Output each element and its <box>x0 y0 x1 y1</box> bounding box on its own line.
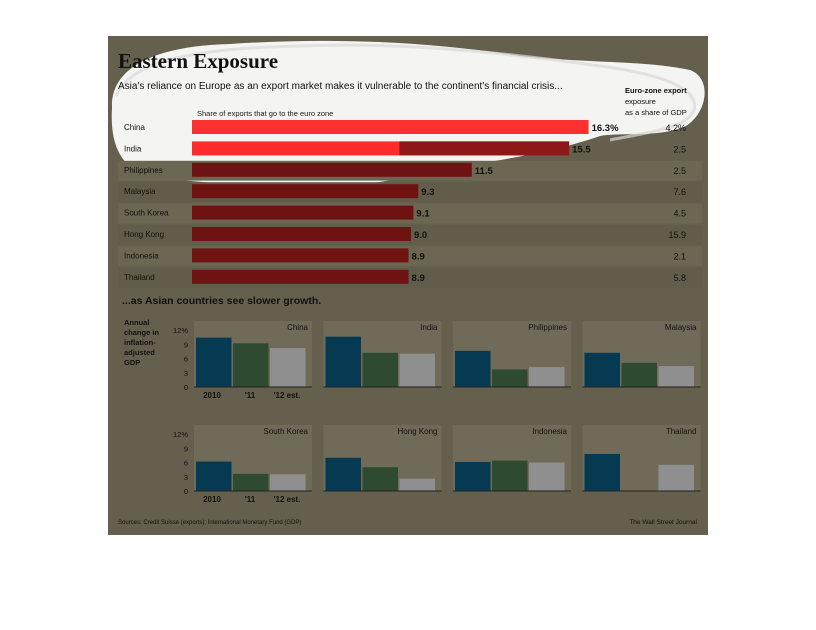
gdp-growth-bar <box>621 362 657 387</box>
export-share-bar <box>192 162 472 177</box>
highlight-halo-stroke <box>114 43 697 142</box>
y-tick-label: 6 <box>184 355 188 364</box>
panel-title: Thailand <box>666 427 697 436</box>
export-share-bar <box>192 120 589 134</box>
gdp-exposure-value: 4.5 <box>673 209 686 219</box>
value-label: 8.9 <box>412 273 425 284</box>
gdp-column-header-2: exposure <box>625 97 656 106</box>
gdp-growth-bar <box>658 464 694 491</box>
panel-title: South Korea <box>264 427 309 436</box>
panel-title: Malaysia <box>665 323 697 332</box>
gdp-growth-bar <box>658 366 694 387</box>
x-category-label: '12 est. <box>274 495 301 504</box>
category-label: Indonesia <box>124 251 159 260</box>
y-tick-label: 0 <box>184 383 188 392</box>
category-label: China <box>124 123 145 132</box>
export-share-bar <box>192 227 411 241</box>
gdp-exposure-value: 2.1 <box>673 251 686 261</box>
gdp-growth-bar <box>196 337 232 387</box>
category-label: South Korea <box>124 209 169 218</box>
source-note: Sources: Credit Suisse (exports); Intern… <box>118 520 301 526</box>
gdp-column-header-3: as a share of GDP <box>625 108 687 117</box>
y-tick-label: 0 <box>184 487 188 496</box>
gdp-growth-bar <box>325 336 361 387</box>
export-share-bar-shade <box>399 141 570 156</box>
gdp-growth-bar <box>529 367 565 387</box>
gdp-exposure-value: 5.8 <box>673 273 686 283</box>
value-label: 16.3% <box>592 123 619 134</box>
credit: The Wall Street Journal <box>629 519 697 526</box>
y-tick-label: 12% <box>173 326 188 335</box>
x-category-label: '11 <box>245 391 256 400</box>
gdp-growth-panels: 12% 9 6 3 0 China India Philippines Malaysia 2010… <box>173 321 701 504</box>
panel-title: Hong Kong <box>397 427 437 436</box>
export-share-bars: China 16.3% 4.2% India 15.5 2.5 Philippines 11.… <box>118 120 702 288</box>
export-share-bar <box>192 205 414 220</box>
y-tick-label: 3 <box>184 473 188 482</box>
gdp-growth-bar <box>584 352 620 387</box>
y-axis-label: Annual change in inflation- adjusted GDP <box>124 318 159 367</box>
export-share-bar <box>192 184 419 199</box>
gdp-growth-bar <box>399 478 435 491</box>
category-label: Thailand <box>124 273 155 282</box>
gdp-exposure-value: 7.6 <box>673 187 686 197</box>
panel-title: China <box>287 323 308 332</box>
gdp-growth-bar <box>492 460 528 491</box>
x-category-label: 2010 <box>203 495 221 504</box>
gdp-growth-bar <box>325 457 361 491</box>
value-label: 8.9 <box>412 251 425 262</box>
y-axis-label-line: inflation- <box>124 338 156 347</box>
x-category-label: 2010 <box>203 391 221 400</box>
x-category-label: '11 <box>245 495 256 504</box>
y-tick-label: 3 <box>184 369 188 378</box>
y-tick-label: 6 <box>184 459 188 468</box>
gdp-growth-bar <box>196 461 232 491</box>
gdp-growth-bar <box>233 473 269 491</box>
value-label: 15.5 <box>572 144 591 155</box>
category-label: Malaysia <box>124 187 156 196</box>
y-tick-label: 9 <box>184 340 188 349</box>
y-tick-label: 9 <box>184 444 188 453</box>
gdp-growth-bar <box>233 343 269 387</box>
value-label: 9.0 <box>414 230 427 241</box>
gdp-growth-bar <box>492 369 528 387</box>
category-label: Hong Kong <box>124 230 164 239</box>
y-axis-label-line: GDP <box>124 358 140 367</box>
y-axis-label-line: Annual <box>124 318 149 327</box>
gdp-growth-bar <box>455 462 491 491</box>
gdp-growth-bar <box>270 348 306 387</box>
export-share-bar <box>192 248 409 263</box>
chart-subtitle: Asia's reliance on Europe as an export m… <box>118 81 563 92</box>
gdp-growth-bar <box>362 467 398 491</box>
gdp-exposure-value: 4.2% <box>665 123 686 133</box>
gdp-growth-bar <box>270 474 306 491</box>
gdp-exposure-value: 2.5 <box>673 166 686 176</box>
value-label: 9.3 <box>421 187 434 198</box>
value-label: 11.5 <box>475 166 494 177</box>
gdp-growth-bar <box>584 453 620 491</box>
gdp-growth-bar <box>399 353 435 387</box>
category-label: India <box>124 144 142 153</box>
series-label: Share of exports that go to the euro zon… <box>197 109 333 118</box>
y-axis-label-line: change in <box>124 328 159 337</box>
panel-title: Indonesia <box>532 427 567 436</box>
gdp-growth-bar <box>455 350 491 387</box>
panel-title: India <box>420 323 438 332</box>
y-tick-label: 12% <box>173 430 188 439</box>
gdp-growth-bar <box>529 462 565 491</box>
gdp-growth-bar <box>362 352 398 387</box>
panel-title: Philippines <box>528 323 567 332</box>
growth-title: ...as Asian countries see slower growth. <box>122 295 321 307</box>
export-share-bar <box>192 269 409 284</box>
value-label: 9.1 <box>416 209 430 220</box>
x-category-label: '12 est. <box>274 391 301 400</box>
gdp-column-header-1: Euro-zone export <box>625 86 687 95</box>
y-axis-label-line: adjusted <box>124 348 155 357</box>
gdp-exposure-value: 15.9 <box>668 230 686 240</box>
chart-title: Eastern Exposure <box>118 49 278 73</box>
category-label: Philippines <box>124 166 163 175</box>
gdp-exposure-value: 2.5 <box>673 144 686 154</box>
